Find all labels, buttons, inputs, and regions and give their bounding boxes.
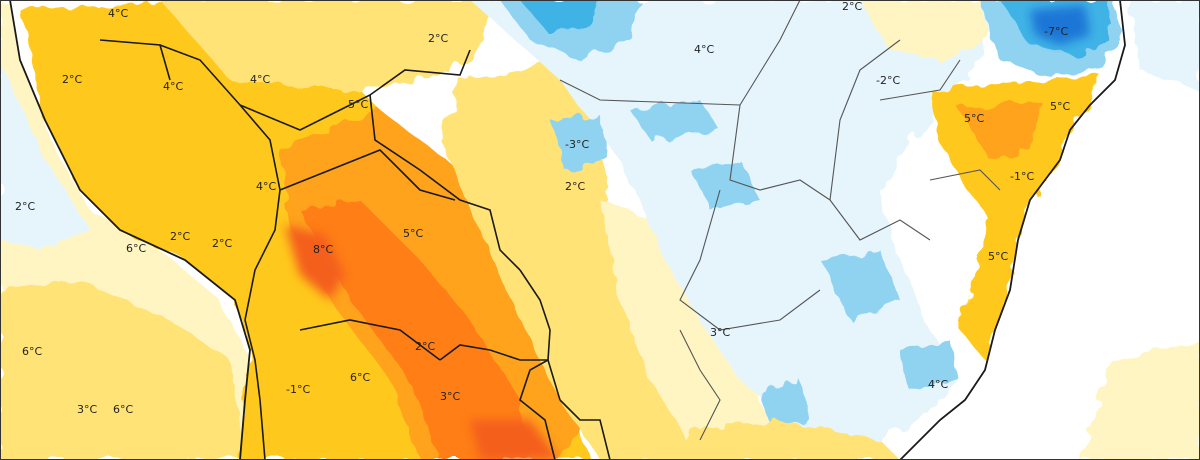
temperature-label: 2°C — [428, 32, 448, 45]
state-line-7 — [929, 169, 1001, 191]
border-paraguay-argentina — [439, 344, 561, 401]
state-line-8 — [879, 59, 961, 101]
state-line-6 — [679, 329, 721, 441]
temperature-label: 4°C — [928, 378, 948, 391]
temperature-label: -1°C — [1010, 170, 1034, 183]
temperature-label: 6°C — [350, 371, 370, 384]
south-cold-patch-3 — [760, 380, 810, 425]
temperature-label: 2°C — [565, 180, 585, 193]
border-bolivia-paraguay — [279, 149, 456, 201]
border-peru-brazil — [369, 94, 521, 271]
border-bolivia-argentina — [299, 319, 441, 361]
state-line-3 — [829, 39, 901, 201]
border-peru-bolivia — [239, 104, 281, 321]
amazon-patch-3 — [630, 100, 720, 140]
temperature-label: 4°C — [694, 43, 714, 56]
temperature-label: 2°C — [15, 200, 35, 213]
central-deep-zone — [300, 200, 530, 460]
pacific-light-zone — [0, 280, 245, 460]
temperature-label: -3°C — [565, 138, 589, 151]
temperature-label: -1°C — [286, 383, 310, 396]
hot-core-bolivia — [285, 225, 345, 300]
south-cold-patch-2 — [900, 340, 960, 390]
atlantic-cold-zone — [1130, 0, 1200, 90]
coastline — [9, 0, 251, 460]
temperature-label: 3°C — [710, 326, 730, 339]
temperature-label: 5°C — [403, 227, 423, 240]
temperature-labels: 4°C 2°C 4°C 4°C 5°C 2°C 4°C 2°C -7°C -2°… — [15, 0, 1070, 416]
temperature-label: 2°C — [842, 0, 862, 13]
temperature-label: 4°C — [250, 73, 270, 86]
border-ecuador — [99, 39, 171, 81]
state-line-4 — [679, 189, 821, 331]
east-coastline — [899, 0, 1126, 460]
north-warm-zone — [160, 0, 500, 90]
east-coast-warm-zone — [930, 75, 1100, 360]
temperature-label: 6°C — [113, 403, 133, 416]
northeast-cold-deep — [1030, 5, 1090, 45]
amazon-north-blue-core — [520, 0, 600, 35]
temperature-label: 4°C — [163, 80, 183, 93]
temperature-label: 5°C — [348, 98, 368, 111]
central-brazil-light — [440, 60, 700, 460]
border-bolivia-brazil — [519, 269, 556, 460]
temperature-label: 6°C — [126, 242, 146, 255]
amazon-patch-1 — [550, 115, 610, 170]
south-cold-patch-1 — [820, 250, 900, 320]
temperature-label: -7°C — [1044, 25, 1068, 38]
temperature-label: 5°C — [1050, 100, 1070, 113]
temperature-label: 2°C — [212, 237, 232, 250]
temperature-label: 6°C — [22, 345, 42, 358]
amazon-patch-2 — [690, 160, 760, 210]
amazon-cold-zone — [470, 0, 1000, 440]
temperature-label: 4°C — [256, 180, 276, 193]
temperature-label: 5°C — [988, 250, 1008, 263]
temperature-label: -2°C — [876, 74, 900, 87]
temperature-label: 2°C — [62, 73, 82, 86]
temperature-label: 4°C — [108, 7, 128, 20]
temperature-label: 2°C — [415, 340, 435, 353]
temperature-label: 5°C — [964, 112, 984, 125]
border-colombia-peru — [159, 44, 471, 131]
central-brazil-pale — [600, 200, 780, 460]
temperature-label: 8°C — [313, 243, 333, 256]
border-argentina-brazil — [559, 399, 611, 460]
pacific-cold-strip — [0, 60, 90, 250]
south-coast-warm — [690, 420, 900, 460]
temperature-label: 3°C — [77, 403, 97, 416]
country-borders — [99, 39, 611, 460]
hot-core-south — [470, 420, 560, 460]
state-borders — [559, 0, 1001, 441]
state-line-5 — [829, 199, 931, 241]
atlantic-pale-zone — [1080, 340, 1200, 460]
temperature-label: 3°C — [440, 390, 460, 403]
east-coast-orange — [960, 100, 1040, 160]
border-argentina-chile — [244, 319, 266, 460]
state-line-2 — [729, 104, 831, 201]
temperature-label: 2°C — [170, 230, 190, 243]
